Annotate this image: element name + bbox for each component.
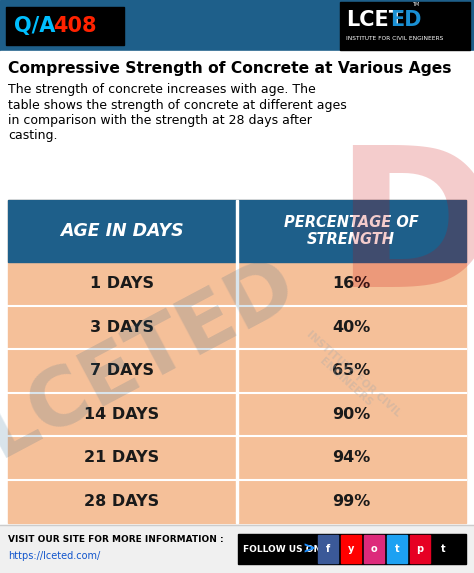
Text: ED: ED (390, 10, 421, 30)
FancyBboxPatch shape (0, 51, 474, 201)
Text: 14 DAYS: 14 DAYS (84, 407, 160, 422)
FancyBboxPatch shape (0, 525, 474, 573)
Text: FOLLOW US ON: FOLLOW US ON (243, 544, 321, 554)
Text: Compressive Strength of Concrete at Various Ages: Compressive Strength of Concrete at Vari… (8, 61, 452, 76)
FancyBboxPatch shape (8, 200, 466, 523)
Text: The strength of concrete increases with age. The: The strength of concrete increases with … (8, 83, 316, 96)
Text: 1 DAYS: 1 DAYS (90, 276, 154, 291)
FancyBboxPatch shape (364, 535, 384, 563)
Text: 94%: 94% (332, 450, 370, 465)
FancyBboxPatch shape (341, 535, 361, 563)
Text: INSTITUTE FOR CIVIL ENGINEERS: INSTITUTE FOR CIVIL ENGINEERS (346, 36, 443, 41)
Text: AGE IN DAYS: AGE IN DAYS (60, 222, 184, 240)
Text: table shows the strength of concrete at different ages: table shows the strength of concrete at … (8, 99, 347, 112)
Text: Q/A: Q/A (14, 16, 63, 36)
FancyBboxPatch shape (0, 0, 474, 52)
Text: 28 DAYS: 28 DAYS (84, 494, 160, 509)
Text: 7 DAYS: 7 DAYS (90, 363, 154, 378)
Text: TM: TM (412, 2, 419, 7)
FancyBboxPatch shape (236, 200, 238, 262)
FancyBboxPatch shape (236, 349, 238, 393)
Text: 99%: 99% (332, 494, 370, 509)
Text: 3 DAYS: 3 DAYS (90, 320, 154, 335)
FancyBboxPatch shape (238, 534, 466, 564)
FancyBboxPatch shape (433, 535, 453, 563)
Text: >: > (302, 541, 315, 556)
FancyBboxPatch shape (318, 535, 338, 563)
Text: 16%: 16% (332, 276, 370, 291)
FancyBboxPatch shape (236, 436, 238, 480)
FancyBboxPatch shape (8, 200, 466, 262)
FancyBboxPatch shape (6, 7, 124, 45)
Text: casting.: casting. (8, 129, 57, 143)
Text: o: o (371, 544, 377, 554)
FancyBboxPatch shape (236, 262, 238, 305)
Text: 65%: 65% (332, 363, 370, 378)
Text: p: p (417, 544, 424, 554)
Text: LCET: LCET (346, 10, 403, 30)
FancyBboxPatch shape (236, 393, 238, 436)
Text: INSTITUTE FOR CIVIL
ENGINEERS: INSTITUTE FOR CIVIL ENGINEERS (297, 329, 403, 427)
Text: PERCENTAGE OF
STRENGTH: PERCENTAGE OF STRENGTH (283, 215, 419, 247)
FancyBboxPatch shape (387, 535, 407, 563)
FancyBboxPatch shape (340, 2, 470, 50)
Text: t: t (395, 544, 399, 554)
Text: 90%: 90% (332, 407, 370, 422)
FancyBboxPatch shape (236, 480, 238, 523)
Text: VISIT OUR SITE FOR MORE INFORMATION :: VISIT OUR SITE FOR MORE INFORMATION : (8, 535, 224, 544)
Text: f: f (326, 544, 330, 554)
FancyBboxPatch shape (410, 535, 430, 563)
Text: 40%: 40% (332, 320, 370, 335)
Text: 21 DAYS: 21 DAYS (84, 450, 160, 465)
Text: D: D (334, 139, 474, 327)
Text: https://lceted.com/: https://lceted.com/ (8, 551, 100, 561)
FancyBboxPatch shape (236, 305, 238, 349)
Text: LCETED: LCETED (0, 244, 310, 473)
Text: in comparison with the strength at 28 days after: in comparison with the strength at 28 da… (8, 114, 312, 127)
Text: t: t (441, 544, 445, 554)
Text: 408: 408 (53, 16, 97, 36)
Text: y: y (348, 544, 354, 554)
